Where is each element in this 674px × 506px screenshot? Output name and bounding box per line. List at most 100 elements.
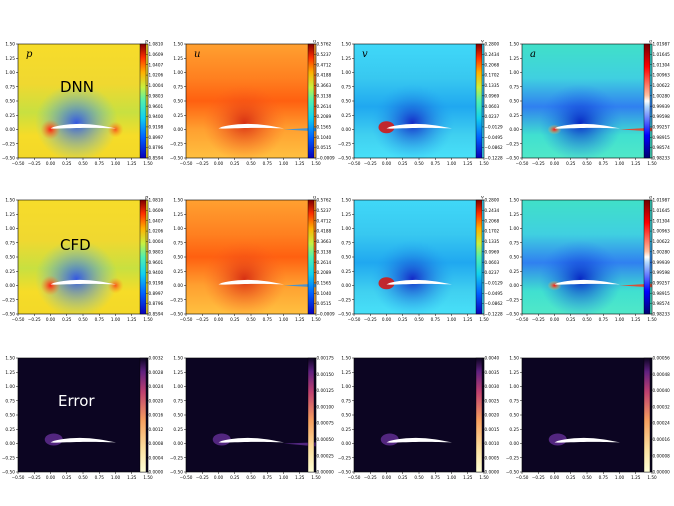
x-tick-label: 0.25 <box>230 161 240 166</box>
suction-region <box>538 239 623 318</box>
colorbar-tick-label: 0.00000 <box>317 470 335 475</box>
colorbar-tick-label: 0.0004 <box>149 455 164 460</box>
panel-dnn-0: 1.501.251.000.750.500.250.00−0.25−0.50−0… <box>2 39 164 167</box>
colorbar-tick-label: 0.1335 <box>485 83 500 88</box>
x-tick-label: 0.50 <box>582 161 592 166</box>
colorbar-tick-label: 0.9198 <box>149 125 164 130</box>
colorbar-tick-label: 0.8796 <box>149 145 164 150</box>
colorbar-tick-label: 0.1565 <box>317 281 332 286</box>
colorbar-tick-label: 0.9601 <box>149 260 164 265</box>
airfoil-shape <box>50 279 116 285</box>
colorbar-tick-label: 0.00150 <box>317 372 335 377</box>
x-tick-label: −0.50 <box>348 317 361 322</box>
colorbar-tick-label: 0.00000 <box>653 470 671 475</box>
airfoil-shape <box>218 437 284 443</box>
y-tick-label: 0.00 <box>509 127 519 133</box>
x-tick-label: 0.00 <box>46 475 56 480</box>
x-tick-label: −0.25 <box>364 161 377 166</box>
error-background <box>354 358 484 472</box>
colorbar-tick-label: 1.0609 <box>149 208 164 213</box>
colorbar-tick-label: 0.0603 <box>485 260 500 265</box>
stagnation-point <box>378 121 395 134</box>
colorbar-tick-label: 1.00280 <box>653 249 671 254</box>
x-tick-label: 0.25 <box>398 475 408 480</box>
x-tick-label: 0.00 <box>46 161 56 166</box>
y-tick-label: −0.25 <box>2 455 15 461</box>
y-tick-label: 0.50 <box>5 99 15 105</box>
colorbar-tick-label: 1.00622 <box>653 83 671 88</box>
x-tick-label: 1.25 <box>127 475 137 480</box>
x-tick-label: 1.00 <box>615 475 625 480</box>
colorbar-tick-label: 0.98915 <box>653 135 671 140</box>
colorbar-tick-label: 0.5237 <box>317 208 332 213</box>
colorbar-tick-label: 0.8997 <box>149 291 164 296</box>
y-tick-label: 0.25 <box>5 113 15 119</box>
y-tick-label: −0.50 <box>506 156 519 162</box>
suction-region <box>370 239 455 318</box>
colorbar-tick-label: 0.2089 <box>317 114 332 119</box>
x-tick-label: −0.50 <box>348 475 361 480</box>
y-tick-label: 0.50 <box>173 255 183 261</box>
colorbar-tick-label: 1.01987 <box>653 198 671 203</box>
colorbar-tick-label: 0.3663 <box>317 83 332 88</box>
colorbar-tick-label: 0.0000 <box>149 470 164 475</box>
y-tick-label: 0.75 <box>341 240 351 246</box>
y-tick-label: 1.00 <box>509 70 519 76</box>
colorbar-tick-label: 0.00008 <box>653 453 671 458</box>
colorbar-tick-label: 0.9803 <box>149 249 164 254</box>
x-tick-label: −0.25 <box>532 475 545 480</box>
y-tick-label: 0.25 <box>509 113 519 119</box>
colorbar-tick-label: 0.0969 <box>485 249 500 254</box>
colorbar-tick-label: 0.0016 <box>149 413 164 418</box>
x-tick-label: 1.25 <box>631 317 641 322</box>
x-tick-label: 0.25 <box>62 161 72 166</box>
x-tick-label: −0.25 <box>28 161 41 166</box>
x-tick-label: 0.75 <box>95 475 105 480</box>
y-tick-label: −0.25 <box>2 297 15 303</box>
y-tick-label: −0.25 <box>170 141 183 147</box>
colorbar-symbol: u <box>313 39 316 45</box>
y-tick-label: 1.00 <box>509 226 519 232</box>
x-tick-label: −0.50 <box>180 475 193 480</box>
y-tick-label: 1.50 <box>173 42 183 48</box>
colorbar-tick-label: 0.1040 <box>317 291 332 296</box>
y-tick-label: 1.25 <box>173 212 183 218</box>
x-tick-label: 0.00 <box>550 161 560 166</box>
x-tick-label: 1.50 <box>143 161 153 166</box>
colorbar-tick-label: 0.00016 <box>653 437 671 442</box>
colorbar-tick-label: 0.9198 <box>149 281 164 286</box>
x-tick-label: −0.25 <box>532 317 545 322</box>
x-tick-label: 0.50 <box>78 161 88 166</box>
x-tick-label: −0.25 <box>196 317 209 322</box>
x-tick-label: 1.50 <box>479 475 489 480</box>
panel-cfd-3: 1.501.251.000.750.500.250.00−0.25−0.50−0… <box>506 195 670 323</box>
colorbar-tick-label: 0.3138 <box>317 249 332 254</box>
x-tick-label: 0.75 <box>263 317 273 322</box>
x-tick-label: −0.50 <box>516 475 529 480</box>
stagnation-point <box>40 119 61 140</box>
panel-error-3: 1.501.251.000.750.500.250.00−0.25−0.50−0… <box>506 356 670 480</box>
x-tick-label: −0.50 <box>516 161 529 166</box>
colorbar-tick-label: 1.01645 <box>653 52 671 57</box>
airfoil-shape <box>554 123 620 129</box>
x-tick-label: 1.00 <box>615 317 625 322</box>
y-tick-label: −0.25 <box>506 141 519 147</box>
x-tick-label: 0.00 <box>214 317 224 322</box>
x-tick-label: 1.00 <box>279 475 289 480</box>
x-tick-label: 0.50 <box>78 317 88 322</box>
y-tick-label: 1.25 <box>173 56 183 62</box>
x-tick-label: 1.50 <box>143 317 153 322</box>
y-tick-label: 0.00 <box>5 441 15 447</box>
error-background <box>522 358 652 472</box>
y-tick-label: 1.50 <box>341 198 351 204</box>
x-tick-label: 1.25 <box>295 161 305 166</box>
x-tick-label: 0.00 <box>382 317 392 322</box>
error-region <box>44 433 63 446</box>
x-tick-label: 1.25 <box>295 317 305 322</box>
y-tick-label: −0.25 <box>338 455 351 461</box>
colorbar <box>643 357 651 473</box>
y-tick-label: 0.50 <box>509 99 519 105</box>
colorbar-tick-label: 1.01304 <box>653 62 671 67</box>
colorbar-tick-label: 0.0035 <box>485 370 500 375</box>
colorbar-tick-label: −0.0495 <box>485 135 503 140</box>
